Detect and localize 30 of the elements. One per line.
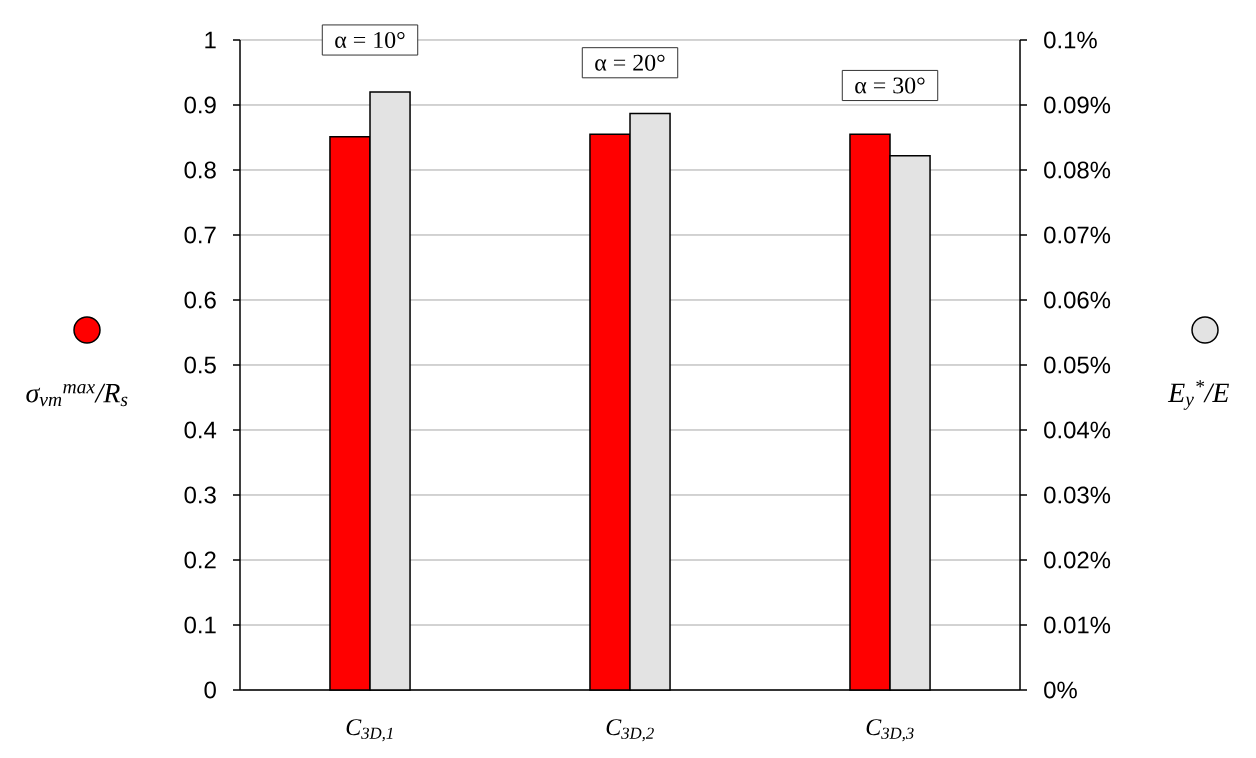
y2-axis-title: E$_{y}$$^{*}$/E: [1167, 380, 1229, 410]
x-tick-label: C$_{3D,3}$: [866, 719, 914, 742]
y-tick-label: 0.2: [184, 551, 216, 569]
y-tick-label: 0: [204, 681, 216, 699]
y-tick-label: 1: [205, 31, 216, 49]
y2-tick-label: 0.08%: [1044, 161, 1111, 179]
y2-tick-label: 0%: [1044, 681, 1077, 699]
y-tick-label: 0.9: [184, 96, 216, 114]
y-tick-label: 0.6: [184, 291, 216, 309]
y-tick-label: 0.8: [184, 161, 216, 179]
y2-tick-label: 0.02%: [1044, 551, 1111, 569]
y2-tick-label: 0.05%: [1044, 356, 1111, 374]
y-axis-title: σ$_{vm}$$^{max}$/R$_{s}$: [26, 383, 128, 407]
y2-tick-label: 0.01%: [1044, 616, 1111, 634]
y2-tick-label: 0.04%: [1044, 421, 1111, 439]
y2-tick-label: 0.1%: [1044, 31, 1097, 49]
y2-tick-label: 0.07%: [1044, 226, 1111, 244]
y2-tick-label: 0.03%: [1044, 486, 1111, 504]
y-tick-label: 0.1: [184, 616, 216, 634]
y2-tick-label: 0.09%: [1044, 96, 1111, 114]
x-tick-label: C$_{3D,2}$: [606, 719, 654, 742]
y-tick-label: 0.7: [184, 226, 216, 244]
y-tick-label: 0.4: [184, 421, 217, 439]
x-tick-label: C$_{3D,1}$: [346, 719, 393, 742]
annotation: α = 30°: [855, 77, 925, 94]
y2-tick-label: 0.06%: [1044, 291, 1111, 309]
y-tick-label: 0.5: [184, 356, 216, 374]
annotation: α = 10°: [335, 31, 405, 49]
y-tick-label: 0.3: [184, 486, 216, 504]
annotation: α = 20°: [595, 54, 665, 71]
